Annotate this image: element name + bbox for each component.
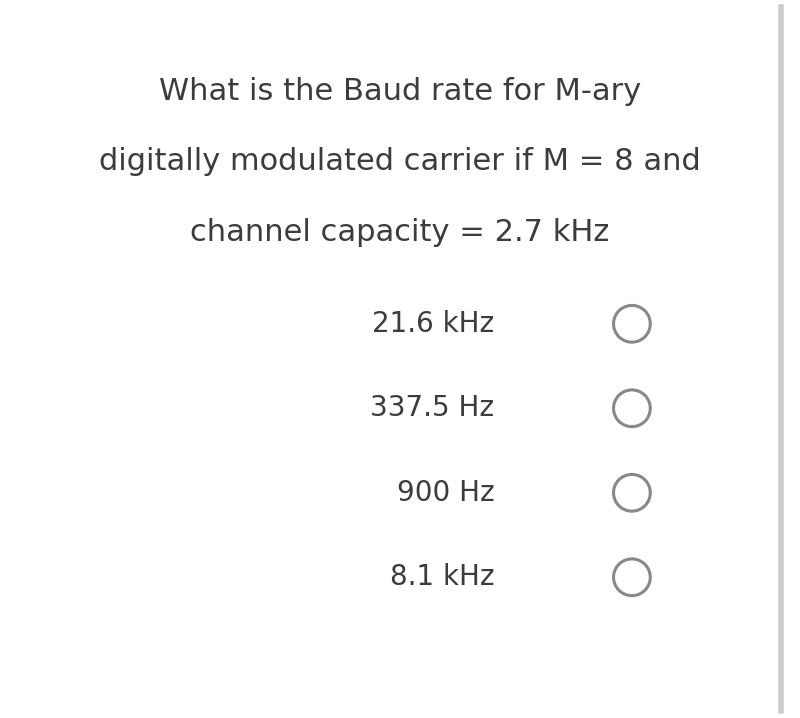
Text: digitally modulated carrier if M = 8 and: digitally modulated carrier if M = 8 and [99, 147, 701, 177]
Point [626, 487, 638, 498]
Point [626, 403, 638, 414]
Point [626, 572, 638, 583]
Text: 900 Hz: 900 Hz [397, 479, 494, 507]
Text: 21.6 kHz: 21.6 kHz [372, 309, 494, 337]
Text: What is the Baud rate for M-ary: What is the Baud rate for M-ary [159, 77, 641, 106]
Text: 337.5 Hz: 337.5 Hz [370, 394, 494, 422]
Point [626, 318, 638, 330]
Text: channel capacity = 2.7 kHz: channel capacity = 2.7 kHz [190, 218, 610, 247]
Text: 8.1 kHz: 8.1 kHz [390, 564, 494, 592]
